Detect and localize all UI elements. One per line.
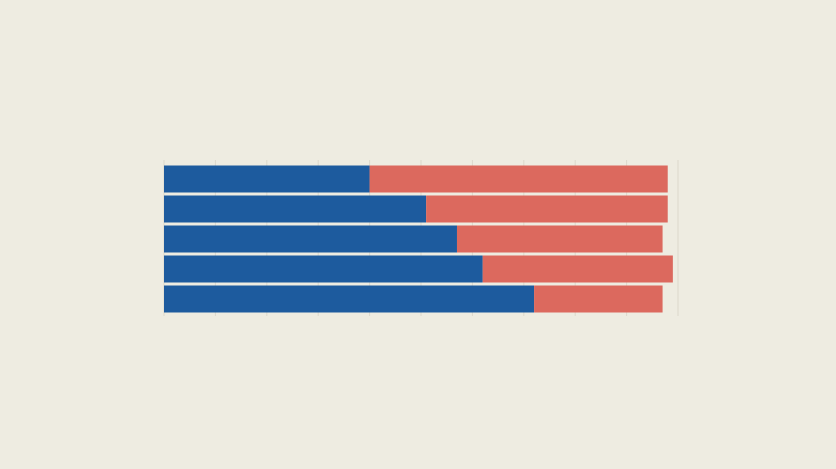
bar-segment [164,165,370,193]
bar-segment [456,225,663,253]
bar-segment [534,285,663,313]
bar-segment [482,255,673,283]
bar-segment [369,165,668,193]
bar-segment [164,195,427,223]
bar-segment [164,285,535,313]
bar-segment [426,195,668,223]
bar-segment [164,225,457,253]
bar-segment [164,255,483,283]
